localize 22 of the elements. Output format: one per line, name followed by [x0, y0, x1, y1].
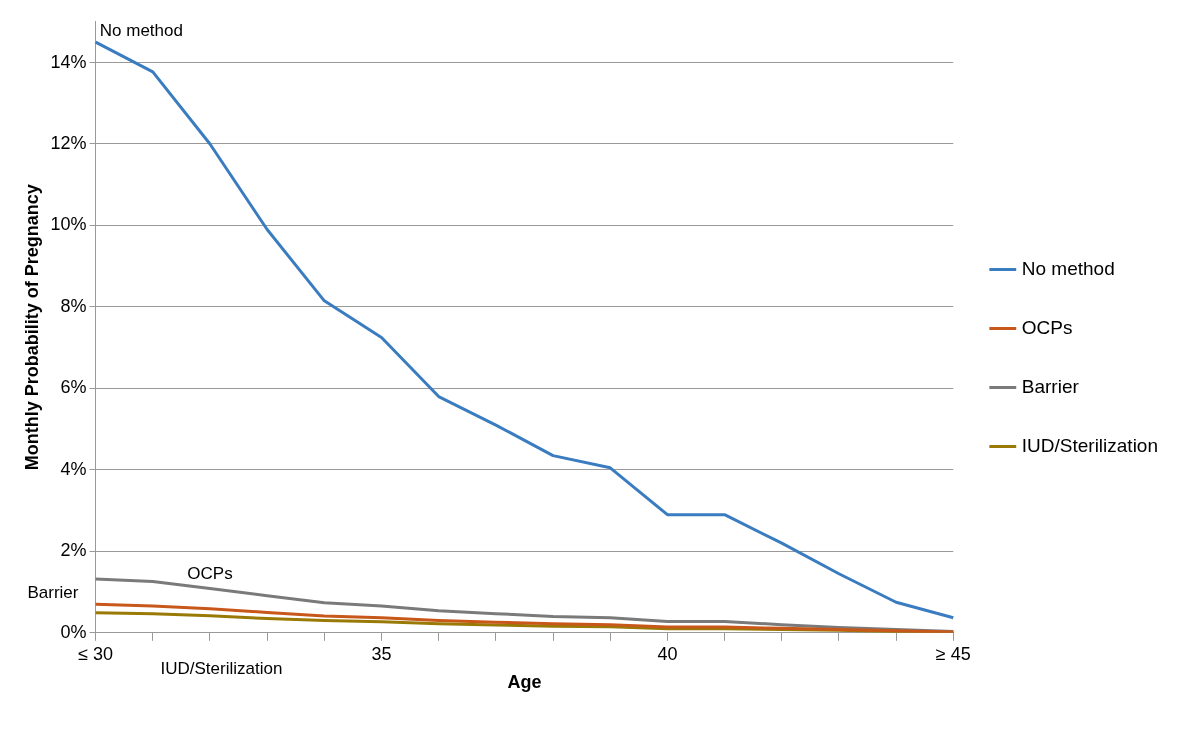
- y-tick-label: 14%: [50, 51, 87, 72]
- legend-label: No method: [1021, 257, 1115, 279]
- annotation: No method: [99, 20, 183, 40]
- y-tick-label: 12%: [50, 132, 87, 153]
- y-axis-title: Monthly Probability of Pregnancy: [21, 184, 42, 471]
- y-tick-label: 6%: [60, 377, 87, 398]
- annotation: OCPs: [187, 564, 233, 584]
- y-tick-label: 8%: [60, 295, 87, 316]
- text: IUD/Sterilization: [160, 659, 283, 679]
- y-tick-label: 10%: [50, 214, 87, 235]
- x-axis-title: Age: [507, 672, 542, 693]
- legend-label: IUD/Sterilization: [1021, 434, 1159, 456]
- x-tick-label: 35: [371, 643, 392, 664]
- y-tick-label: 4%: [60, 458, 87, 479]
- y-tick-label: 2%: [60, 540, 87, 561]
- x-tick-label: ≤ 30: [78, 643, 114, 664]
- legend-label: OCPs: [1021, 316, 1073, 338]
- text: Barrier: [27, 582, 79, 602]
- x-tick-label: ≥ 45: [935, 643, 971, 664]
- legend-label: Barrier: [1021, 375, 1080, 397]
- y-tick-label: 0%: [60, 621, 87, 642]
- x-tick-label: 40: [657, 643, 678, 664]
